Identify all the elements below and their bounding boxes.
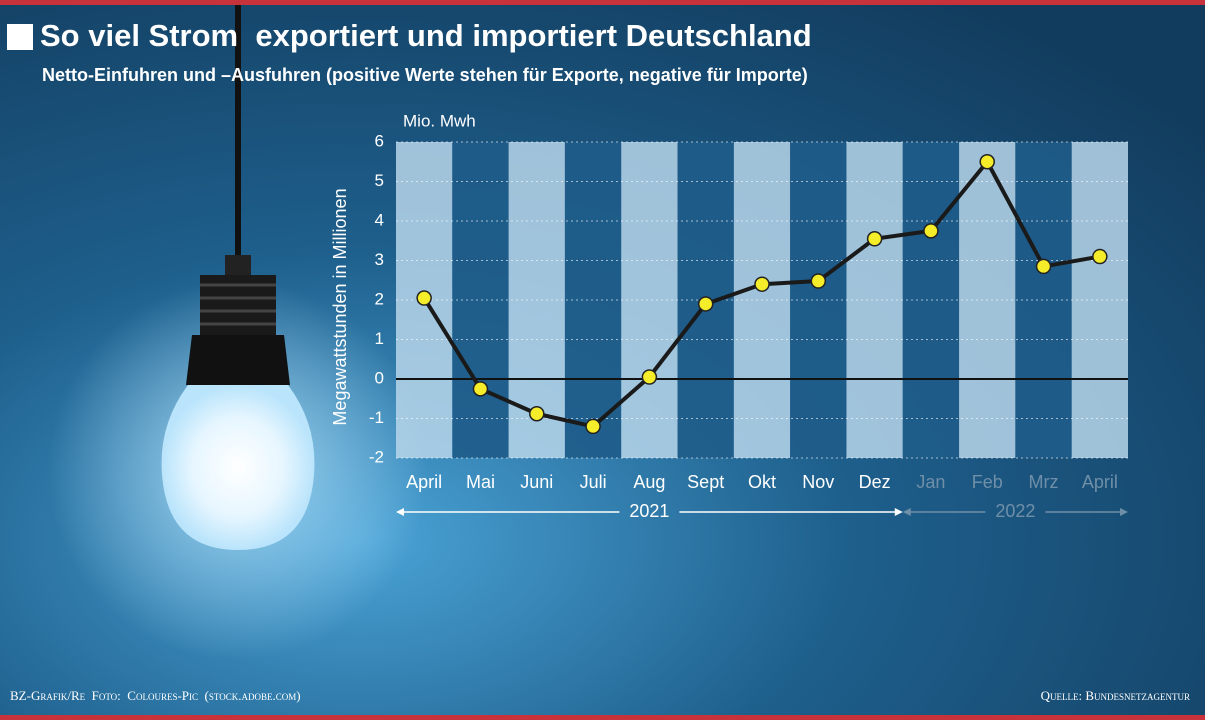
y-tick-label: -2 <box>369 447 384 466</box>
point <box>1035 258 1052 275</box>
chart-subtitle: Netto-Einfuhren und –Ausfuhren (positive… <box>42 65 808 85</box>
y-tick-label: -1 <box>369 408 384 427</box>
bottom-border <box>0 715 1205 720</box>
x-tick-label: April <box>406 472 442 492</box>
column-stripe <box>452 142 509 458</box>
source: Quelle: Bundesnetzagentur <box>1041 688 1190 703</box>
x-tick-label: Mai <box>466 472 495 492</box>
point <box>866 231 883 247</box>
y-tick-label: 2 <box>375 289 384 308</box>
y-tick-label: 0 <box>375 368 384 387</box>
point <box>585 418 601 435</box>
year-label: 2021 <box>629 501 669 521</box>
y-tick-label: 6 <box>375 131 384 150</box>
point <box>416 290 432 306</box>
credit: BZ-Grafik/Re Foto: Coloures-Pic (stock.a… <box>10 688 301 703</box>
x-tick-label: Jan <box>916 472 945 492</box>
top-border <box>0 0 1205 5</box>
point <box>979 154 995 170</box>
x-tick-label: Juli <box>580 472 607 492</box>
title-square <box>7 24 33 50</box>
point <box>529 406 545 422</box>
x-tick-label: Aug <box>633 472 665 492</box>
x-tick-label: Dez <box>859 472 891 492</box>
point <box>697 296 714 312</box>
x-tick-label: Okt <box>748 472 776 492</box>
column-stripe <box>846 142 903 458</box>
x-tick-label: Mrz <box>1029 472 1059 492</box>
x-tick-label: April <box>1082 472 1118 492</box>
point <box>641 369 658 385</box>
column-stripe <box>1015 142 1072 458</box>
y-tick-label: 5 <box>375 171 384 190</box>
column-stripe <box>621 142 678 458</box>
x-tick-label: Juni <box>520 472 553 492</box>
x-tick-label: Feb <box>972 472 1003 492</box>
point <box>754 276 770 292</box>
x-tick-label: Nov <box>802 472 834 492</box>
y-axis-label: Megawattstunden in Millionen <box>330 188 350 425</box>
year-label: 2022 <box>995 501 1035 521</box>
column-stripe <box>1071 142 1128 458</box>
point <box>1092 248 1108 265</box>
unit-label: Mio. Mwh <box>403 111 476 130</box>
y-tick-label: 3 <box>375 250 384 269</box>
column-stripe <box>790 142 847 458</box>
point <box>810 273 827 289</box>
chart-title: So viel Strom exportiert und importiert … <box>40 18 812 53</box>
y-tick-label: 4 <box>375 210 384 229</box>
point <box>923 223 939 239</box>
y-tick-label: 1 <box>375 329 384 348</box>
bulb-illustration <box>48 5 428 660</box>
point <box>472 381 489 397</box>
x-tick-label: Sept <box>687 472 724 492</box>
